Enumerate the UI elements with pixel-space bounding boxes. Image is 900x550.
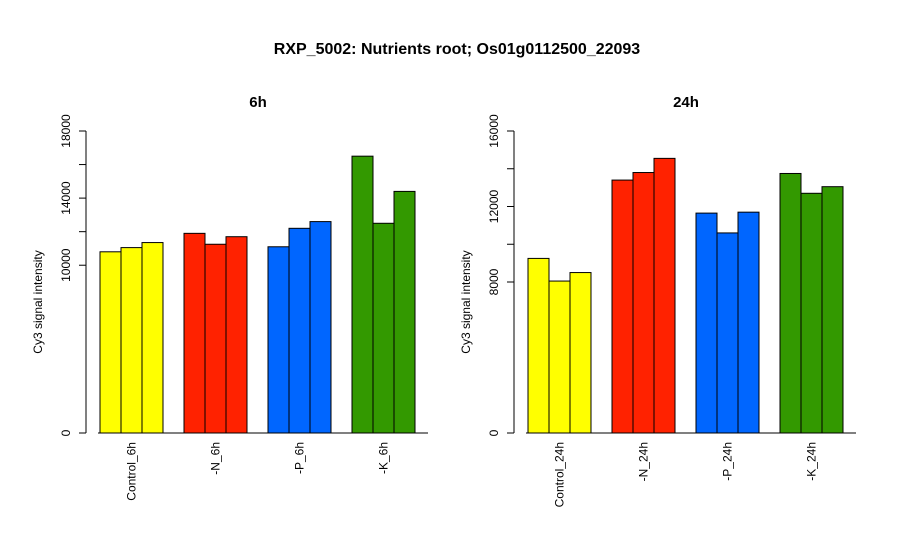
- panel-title: 24h: [673, 94, 699, 111]
- panel-24h: 24h Control_24h -N_24h -P_24h -K_24h 0 8000 120…: [459, 94, 856, 507]
- bar-n24h-3: [653, 157, 676, 434]
- bar-n6h-1: [183, 232, 206, 434]
- bar-k6h-1: [351, 155, 374, 434]
- y-tick-label: 12000: [487, 189, 501, 223]
- bar-control6h-1: [99, 251, 122, 434]
- panel-6h: 6h Control_6h -N_6h -P_6h -K_6h 0 10000 14000 18…: [31, 94, 428, 501]
- panel-title: 6h: [249, 94, 267, 111]
- bar-p24h-2: [716, 232, 739, 434]
- category-label: -P_6h: [293, 442, 307, 474]
- y-tick-label: 10000: [59, 248, 73, 282]
- bar-p6h-3: [309, 221, 332, 434]
- bar-control6h-2: [120, 247, 143, 434]
- y-axis-label: Cy3 signal intensity: [31, 250, 45, 353]
- bar-k6h-2: [372, 222, 395, 434]
- y-tick-label: 18000: [59, 114, 73, 148]
- y-axis-label: Cy3 signal intensity: [459, 250, 473, 353]
- bar-control6h-3: [141, 242, 164, 434]
- bar-k24h-2: [800, 192, 823, 434]
- main-title: RXP_5002: Nutrients root; Os01g0112500_2…: [274, 41, 641, 58]
- category-label: -P_24h: [721, 442, 735, 481]
- bar-p6h-1: [267, 246, 290, 434]
- category-label: -K_24h: [805, 442, 819, 481]
- y-tick-label: 0: [487, 429, 501, 436]
- bar-control24h-3: [569, 272, 592, 434]
- bar-control24h-1: [527, 257, 550, 434]
- bar-control24h-2: [548, 280, 571, 434]
- bar-k24h-1: [779, 172, 802, 434]
- bar-n6h-3: [225, 236, 248, 434]
- y-tick-label: 8000: [487, 268, 501, 295]
- category-label: -N_24h: [637, 442, 651, 481]
- bar-p24h-1: [695, 212, 718, 434]
- y-tick-label: 14000: [59, 181, 73, 215]
- bar-p24h-3: [737, 211, 760, 434]
- bar-n6h-2: [204, 243, 227, 434]
- category-label: -K_6h: [377, 442, 391, 474]
- y-tick-label: 16000: [487, 114, 501, 148]
- bar-n24h-1: [611, 179, 634, 434]
- category-label: Control_24h: [553, 442, 567, 507]
- category-label: Control_6h: [125, 442, 139, 501]
- bar-k6h-3: [393, 190, 416, 434]
- bar-k24h-3: [821, 186, 844, 434]
- y-tick-label: 0: [59, 429, 73, 436]
- bar-p6h-2: [288, 227, 311, 434]
- category-label: -N_6h: [209, 442, 223, 475]
- bar-n24h-2: [632, 172, 655, 434]
